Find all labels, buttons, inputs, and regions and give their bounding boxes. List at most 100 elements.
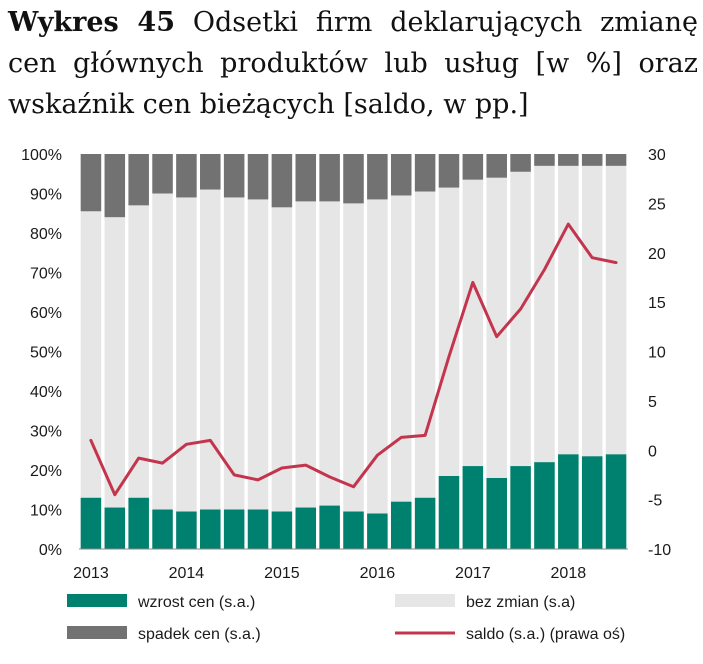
y-left-tick-label: 80% — [30, 226, 62, 243]
bar-decrease — [271, 154, 293, 208]
y-right-tick-label: 30 — [648, 147, 666, 164]
bar-decrease — [414, 154, 436, 192]
legend-swatch-increase — [67, 594, 127, 607]
bar-no-change — [510, 171, 531, 467]
y-right-tick-label: -5 — [648, 493, 662, 510]
y-right-tick-label: 20 — [648, 246, 666, 263]
bar-no-change — [486, 177, 507, 478]
bar-no-change — [104, 217, 126, 508]
legend-label: bez zmian (s.a) — [466, 594, 575, 611]
series-line-balance — [89, 222, 618, 497]
bar-no-change — [319, 201, 340, 506]
bar-no-change — [295, 201, 317, 508]
y-left-tick-label: 100% — [21, 147, 62, 164]
y-right-tick-label: 10 — [648, 345, 666, 362]
bar-no-change — [80, 211, 102, 498]
x-tick-label: 2015 — [264, 565, 300, 582]
bar-decrease — [510, 154, 531, 172]
legend-label: saldo (s.a.) (prawa oś) — [466, 626, 625, 643]
bar-increase — [152, 509, 173, 549]
chart-title: Wykres 45 Odsetki firm deklarujących zmi… — [8, 2, 698, 125]
bar-decrease — [80, 154, 102, 212]
legend-swatch-decrease — [67, 626, 127, 639]
bar-no-change — [605, 165, 627, 455]
x-tick-label: 2013 — [73, 565, 109, 582]
bar-decrease — [247, 154, 269, 200]
bar-decrease — [390, 154, 412, 196]
bar-increase — [319, 505, 340, 549]
bar-increase — [247, 509, 269, 549]
bar-increase — [462, 466, 484, 549]
bar-decrease — [128, 154, 149, 206]
bar-decrease — [295, 154, 317, 202]
bar-increase — [390, 501, 412, 549]
y-left-tick-label: 50% — [30, 345, 62, 362]
bar-increase — [510, 466, 531, 549]
y-right-tick-label: 15 — [648, 295, 666, 312]
bar-no-change — [152, 193, 173, 510]
y-left-tick-label: 90% — [30, 187, 62, 204]
bar-no-change — [367, 199, 388, 514]
y-left-tick-label: 60% — [30, 305, 62, 322]
bar-no-change — [438, 187, 460, 476]
bar-increase — [104, 507, 126, 549]
chart-title-text: Odsetki firm deklarujących zmianę cen gł… — [8, 7, 698, 120]
legend-label: spadek cen (s.a.) — [138, 626, 261, 643]
y-left-tick-label: 10% — [30, 503, 62, 520]
bar-increase — [176, 511, 197, 549]
bar-increase — [367, 513, 388, 549]
bar-no-change — [223, 197, 245, 510]
bar-decrease — [176, 154, 197, 198]
bar-decrease — [200, 154, 221, 190]
bar-decrease — [104, 154, 126, 218]
bar-no-change — [534, 165, 555, 463]
bar-increase — [128, 497, 149, 549]
x-tick-label: 2017 — [455, 565, 491, 582]
bar-decrease — [223, 154, 245, 198]
y-right-tick-label: -10 — [648, 542, 671, 559]
bar-increase — [200, 509, 221, 549]
bar-decrease — [581, 154, 603, 166]
bar-increase — [295, 507, 317, 549]
y-left-tick-label: 0% — [39, 542, 62, 559]
bar-increase — [343, 511, 364, 549]
y-left-tick-label: 20% — [30, 463, 62, 480]
legend-swatch-no-change — [395, 594, 455, 607]
y-left-tick-label: 40% — [30, 384, 62, 401]
bar-increase — [534, 462, 555, 549]
bar-increase — [605, 454, 627, 549]
y-right-tick-label: 25 — [648, 196, 666, 213]
bar-no-change — [390, 195, 412, 502]
bar-no-change — [558, 165, 579, 455]
bar-increase — [558, 454, 579, 549]
x-tick-label: 2014 — [169, 565, 205, 582]
x-tick-label: 2016 — [360, 565, 396, 582]
bar-increase — [223, 509, 245, 549]
bar-no-change — [581, 165, 603, 457]
bar-no-change — [462, 179, 484, 467]
bar-decrease — [343, 154, 364, 204]
bar-no-change — [200, 189, 221, 510]
y-right-tick-label: 0 — [648, 443, 657, 460]
bar-decrease — [486, 154, 507, 178]
y-left-tick-label: 70% — [30, 266, 62, 283]
bar-decrease — [605, 154, 627, 166]
bar-no-change — [247, 199, 269, 510]
bar-no-change — [176, 197, 197, 512]
bar-no-change — [414, 191, 436, 498]
bar-increase — [80, 497, 102, 549]
bar-decrease — [438, 154, 460, 188]
chart-number: Wykres 45 — [8, 7, 175, 38]
bar-no-change — [343, 203, 364, 512]
bar-no-change — [128, 205, 149, 498]
bar-increase — [581, 456, 603, 549]
bar-no-change — [271, 207, 293, 512]
bar-decrease — [558, 154, 579, 166]
bar-decrease — [367, 154, 388, 200]
x-tick-label: 2018 — [551, 565, 587, 582]
y-left-tick-label: 30% — [30, 424, 62, 441]
bar-decrease — [152, 154, 173, 194]
bar-decrease — [534, 154, 555, 166]
bar-increase — [414, 497, 436, 549]
